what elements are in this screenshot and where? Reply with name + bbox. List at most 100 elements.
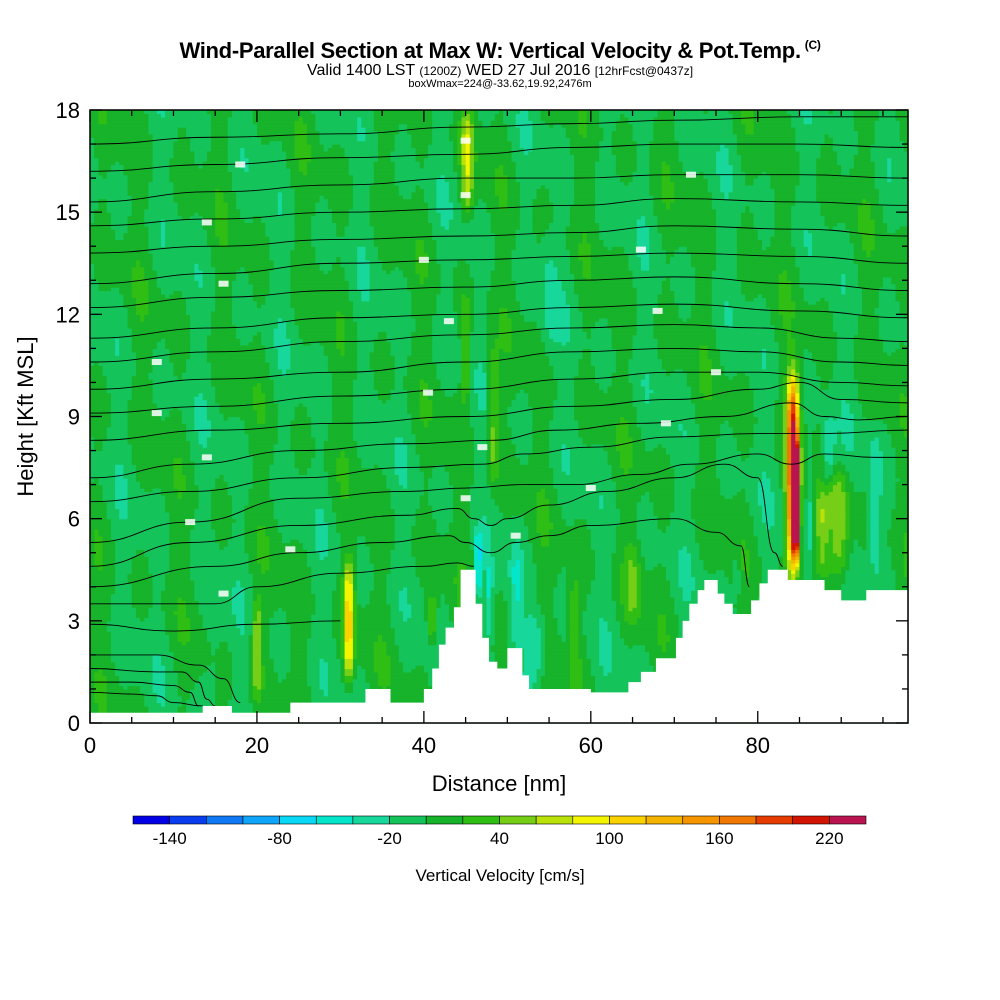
contour-label-box [423, 389, 434, 396]
contour-label-box [218, 590, 229, 597]
colorbar-tick-label: 220 [815, 829, 843, 848]
isentrope-line [89, 225, 909, 254]
isentrope-line [89, 371, 909, 414]
x-axis-label: Distance [nm] [432, 771, 567, 796]
contour-label-box [685, 171, 696, 178]
isentrope-line [89, 174, 909, 203]
colorbar-swatch [279, 815, 317, 825]
isentrope-line [89, 303, 909, 339]
colorbar-swatch [169, 815, 207, 825]
y-tick-label: 0 [68, 711, 80, 736]
y-tick-label: 15 [56, 200, 80, 225]
terrain [90, 569, 908, 723]
copyright-mark: (C) [804, 38, 821, 52]
y-tick-label: 3 [68, 609, 80, 634]
forecast-info: [12hrFcst@0437z] [594, 64, 694, 78]
contour-label-box [151, 359, 162, 366]
valid-time-utc: (1200Z) [419, 64, 462, 78]
isentrope-line [89, 654, 241, 704]
axis-ticks [89, 109, 908, 724]
x-tick-label: 0 [84, 733, 96, 758]
isentrope-line [90, 681, 199, 707]
isentrope-line [89, 691, 203, 707]
chart-title-text: Wind-Parallel Section at Max W: Vertical… [179, 38, 801, 63]
contour-label-box [510, 532, 521, 539]
colorbar-swatch [206, 815, 244, 825]
colorbar-swatch [242, 815, 280, 825]
isentrope-line [89, 463, 783, 567]
chart-subtitle: Valid 1400 LST (1200Z) WED 27 Jul 2016 [… [0, 62, 1000, 80]
x-tick-label: 40 [412, 733, 436, 758]
contour-label-box [201, 454, 212, 461]
colorbar-swatch [499, 815, 537, 825]
isentrope-line [89, 143, 909, 172]
isentrope-line [89, 324, 909, 363]
colorbar-swatch [682, 815, 720, 825]
isentrope-line [89, 620, 341, 632]
colorbar: -140 -80 -20 40 100 160 220 Vertical Velocity [… [132, 815, 867, 885]
isentrope-line [89, 116, 908, 145]
isentrope-line [89, 347, 909, 390]
x-tick-label: 20 [245, 733, 269, 758]
y-axis-label: Height [Kft MSL] [13, 336, 38, 496]
isentrope-line [89, 381, 909, 441]
contour-label-box [235, 161, 246, 168]
colorbar-swatch [719, 815, 757, 825]
contour-label-box [185, 519, 196, 526]
contour-label-box [477, 444, 488, 451]
colorbar-swatch [132, 815, 170, 825]
isentrope-line [89, 429, 909, 503]
colorbar-label: Vertical Velocity [cm/s] [415, 866, 584, 885]
valid-date: WED 27 Jul 2016 [465, 62, 591, 79]
contour-label-box [418, 256, 429, 263]
y-tick-label: 18 [56, 98, 80, 123]
colorbar-swatch [425, 815, 464, 825]
colorbar-tick-label: 40 [490, 829, 509, 848]
y-tick-label: 6 [68, 507, 80, 532]
contour-label-box [711, 369, 722, 376]
isentrope-line [89, 276, 909, 308]
colorbar-swatch [389, 815, 427, 825]
box-info: boxWmax=224@-33.62,19.92,2476m [408, 78, 592, 90]
isentrope-line [89, 453, 908, 543]
contour-label-box [460, 192, 471, 199]
colorbar-swatch [352, 815, 390, 825]
contour-label-box [460, 495, 471, 502]
valid-time: Valid 1400 LST [306, 62, 415, 79]
isentrope-line [89, 518, 750, 588]
isentrope-line [89, 402, 909, 479]
colorbar-swatch [792, 815, 830, 825]
isentrope-line [89, 198, 909, 227]
contour-label-box [201, 219, 212, 226]
contour-labels [151, 137, 722, 597]
colorbar-swatch [572, 815, 610, 825]
contour-label-box [652, 307, 663, 314]
colorbar-swatch [609, 815, 647, 825]
potential-temperature-contours [89, 116, 909, 707]
colorbar-tick-label: 160 [705, 829, 733, 848]
y-tick-label: 9 [68, 405, 80, 430]
colorbar-swatch [315, 815, 354, 825]
contour-label-box [635, 246, 646, 253]
contour-label-box [460, 137, 471, 144]
x-tick-label: 80 [746, 733, 770, 758]
colorbar-tick-label: -140 [153, 829, 187, 848]
colorbar-swatch [462, 815, 500, 825]
chart-title: Wind-Parallel Section at Max W: Vertical… [0, 38, 1000, 64]
isentrope-line [90, 562, 474, 605]
y-tick-label: 12 [56, 302, 80, 327]
isentrope-line [89, 252, 909, 285]
contour-label-box [218, 280, 229, 287]
colorbar-swatch [645, 815, 684, 825]
colorbar-swatch [829, 815, 867, 825]
colorbar-swatch [535, 815, 574, 825]
contour-label-box [585, 485, 596, 492]
colorbar-tick-label: 100 [595, 829, 623, 848]
contour-label-box [285, 546, 296, 553]
colorbar-tick-label: -80 [267, 829, 292, 848]
x-tick-label: 60 [579, 733, 603, 758]
contour-label-box [443, 318, 454, 325]
contour-label-box [151, 410, 162, 417]
isentrope-line [89, 668, 216, 707]
colorbar-swatch [755, 815, 793, 825]
